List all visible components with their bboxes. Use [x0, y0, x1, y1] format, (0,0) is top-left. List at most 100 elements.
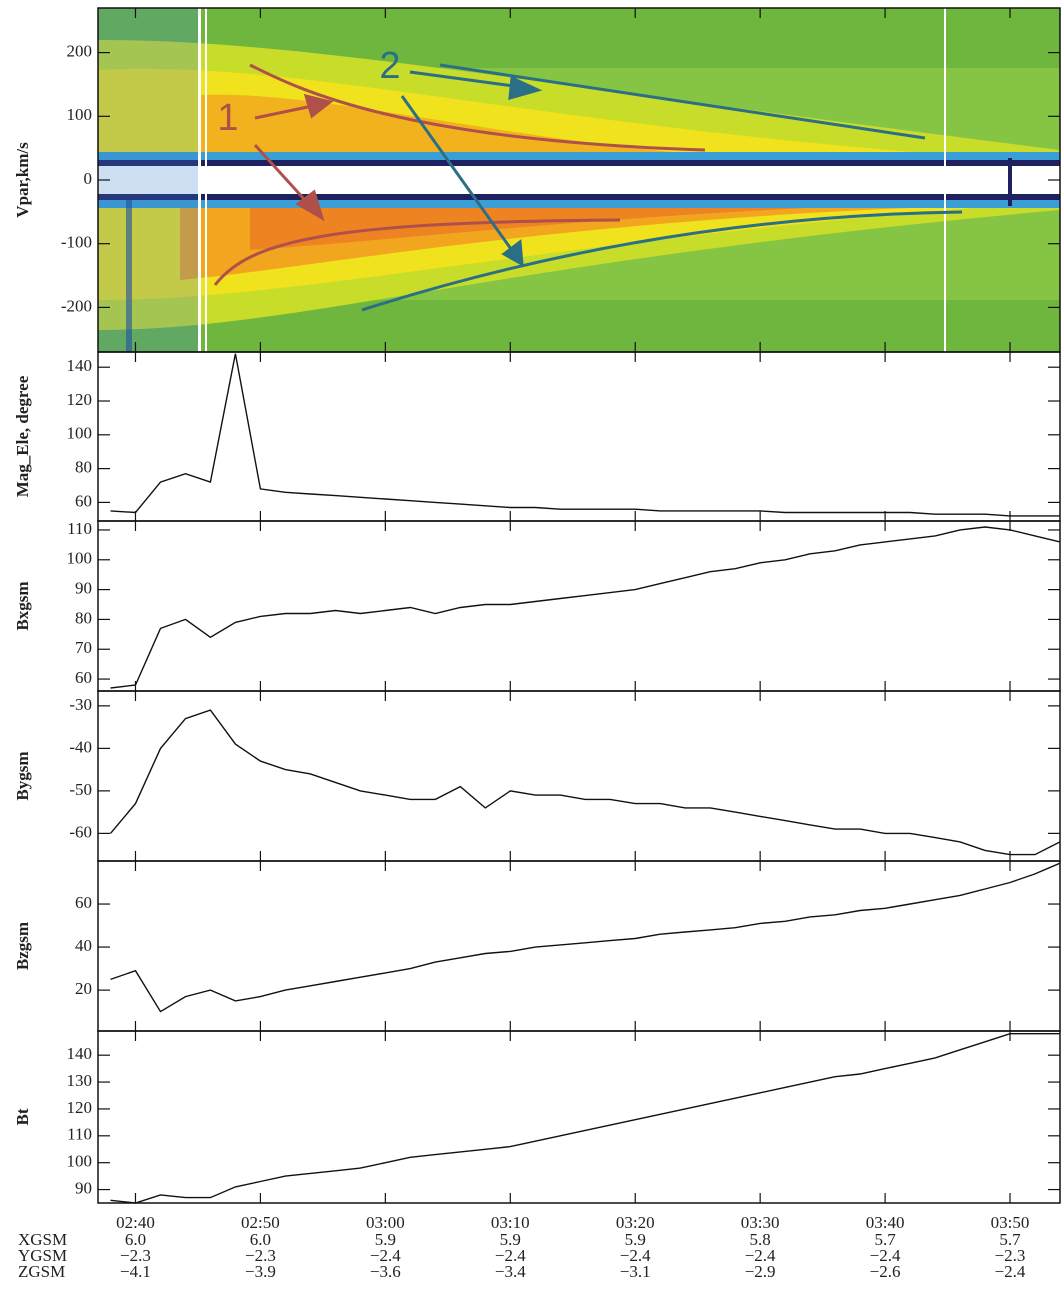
y-axis-label: Bxgsm: [13, 581, 32, 630]
spectrogram-gap: [98, 166, 1060, 194]
y-axis-label: Bygsm: [13, 751, 32, 800]
y-tick-label: -100: [61, 233, 92, 252]
y-tick-label: 100: [67, 105, 93, 124]
annotation-arrowhead: [501, 239, 524, 267]
y-tick-label: 100: [67, 1152, 93, 1171]
ephemeris-value: −2.3: [120, 1246, 151, 1265]
y-tick-label: -200: [61, 296, 92, 315]
ephemeris-value: 5.9: [500, 1230, 521, 1249]
annotation-curve: [361, 210, 963, 312]
spectrogram-noise: [126, 200, 132, 352]
annotation-label: 2: [379, 45, 400, 87]
ephemeris-value: −2.6: [870, 1262, 901, 1281]
ephemeris-value: 5.7: [999, 1230, 1021, 1249]
spectrogram-gap: [198, 8, 201, 352]
data-line: [110, 862, 1061, 1013]
data-line: [110, 526, 1061, 689]
spectrogram-band: [250, 198, 900, 250]
ephemeris-value: 6.0: [250, 1230, 271, 1249]
annotation-curve: [213, 218, 621, 286]
y-tick-label: -40: [69, 737, 92, 756]
y-axis-label: Bzgsm: [13, 922, 32, 970]
panel-frame: [97, 860, 1061, 1032]
x-tick-label: 02:40: [116, 1213, 155, 1232]
y-axis-label: Bt: [13, 1108, 32, 1125]
y-tick-label: 130: [67, 1071, 93, 1090]
spectrogram-noise: [98, 8, 198, 352]
annotation-curve: [249, 63, 706, 152]
y-tick-label: 200: [67, 41, 93, 60]
spectrogram-gap: [205, 8, 207, 352]
y-tick-label: 110: [67, 1125, 92, 1144]
x-tick-label: 03:40: [866, 1213, 905, 1232]
y-tick-label: 80: [75, 608, 92, 627]
ephemeris-value: −3.4: [495, 1262, 526, 1281]
panel-frame: [97, 351, 1061, 522]
ephemeris-name: ZGSM: [18, 1262, 65, 1281]
y-tick-label: 20: [75, 979, 92, 998]
panel-frame: [97, 1030, 1061, 1204]
panel-frame: [97, 520, 1061, 692]
annotation-group: [213, 63, 963, 312]
y-axis-label: Mag_Ele, degree: [13, 375, 32, 497]
y-tick-label: 60: [75, 668, 92, 687]
ephemeris-value: 5.8: [750, 1230, 771, 1249]
ephemeris-value: 5.7: [874, 1230, 896, 1249]
ephemeris-value: −2.3: [995, 1246, 1026, 1265]
y-tick-label: 70: [75, 638, 92, 657]
annotation-arrow: [409, 70, 529, 90]
y-tick-label: 0: [84, 169, 93, 188]
annotation-arrowhead: [295, 189, 325, 222]
x-tick-label: 03:10: [491, 1213, 530, 1232]
x-tick-label: 03:20: [616, 1213, 655, 1232]
ephemeris-value: −2.4: [745, 1246, 776, 1265]
ephemeris-value: −2.4: [995, 1262, 1026, 1281]
data-line: [110, 1033, 1060, 1204]
y-tick-label: 40: [75, 936, 92, 955]
data-line: [110, 353, 1060, 517]
ephemeris-value: −2.4: [620, 1246, 651, 1265]
y-tick-label: 80: [75, 458, 92, 477]
y-tick-label: 90: [75, 579, 92, 598]
spectrogram-band: [98, 152, 1060, 162]
x-tick-label: 03:50: [991, 1213, 1030, 1232]
panel-frame: [97, 690, 1061, 862]
y-tick-label: 60: [75, 893, 92, 912]
y-tick-label: 100: [67, 549, 93, 568]
annotation-label: 1: [217, 97, 238, 139]
x-tick-label: 02:50: [241, 1213, 280, 1232]
ephemeris-value: −3.6: [370, 1262, 401, 1281]
y-tick-label: 120: [67, 1098, 93, 1117]
ephemeris-value: −2.9: [745, 1262, 776, 1281]
spectrogram-gap: [944, 8, 946, 352]
ephemeris-value: 5.9: [375, 1230, 396, 1249]
data-line: [109, 709, 1061, 856]
y-axis-label: Vpar,km/s: [13, 142, 32, 218]
ephemeris-value: −2.4: [495, 1246, 526, 1265]
ephemeris-value: −3.1: [620, 1262, 651, 1281]
annotation-curve: [439, 63, 926, 140]
y-tick-label: 110: [67, 519, 92, 538]
x-tick-label: 03:30: [741, 1213, 780, 1232]
y-tick-label: 100: [67, 424, 93, 443]
spectrogram-band: [98, 198, 1060, 208]
annotation-arrow: [400, 95, 518, 257]
y-tick-label: 140: [67, 1044, 93, 1063]
ephemeris-value: −2.4: [370, 1246, 401, 1265]
ephemeris-value: −2.4: [870, 1246, 901, 1265]
y-tick-label: 120: [67, 390, 93, 409]
ephemeris-value: −2.3: [245, 1246, 276, 1265]
spectrogram-gap: [1008, 158, 1012, 206]
annotation-arrowhead: [303, 93, 334, 119]
ephemeris-name: XGSM: [18, 1230, 67, 1249]
y-tick-label: -60: [69, 822, 92, 841]
ephemeris-value: −4.1: [120, 1262, 151, 1281]
x-tick-label: 03:00: [366, 1213, 405, 1232]
y-tick-label: 90: [75, 1178, 92, 1197]
spectrogram-image: [98, 8, 1060, 352]
ephemeris-value: −3.9: [245, 1262, 276, 1281]
y-tick-label: -30: [69, 695, 92, 714]
ephemeris-value: 6.0: [125, 1230, 146, 1249]
y-tick-label: -50: [69, 780, 92, 799]
